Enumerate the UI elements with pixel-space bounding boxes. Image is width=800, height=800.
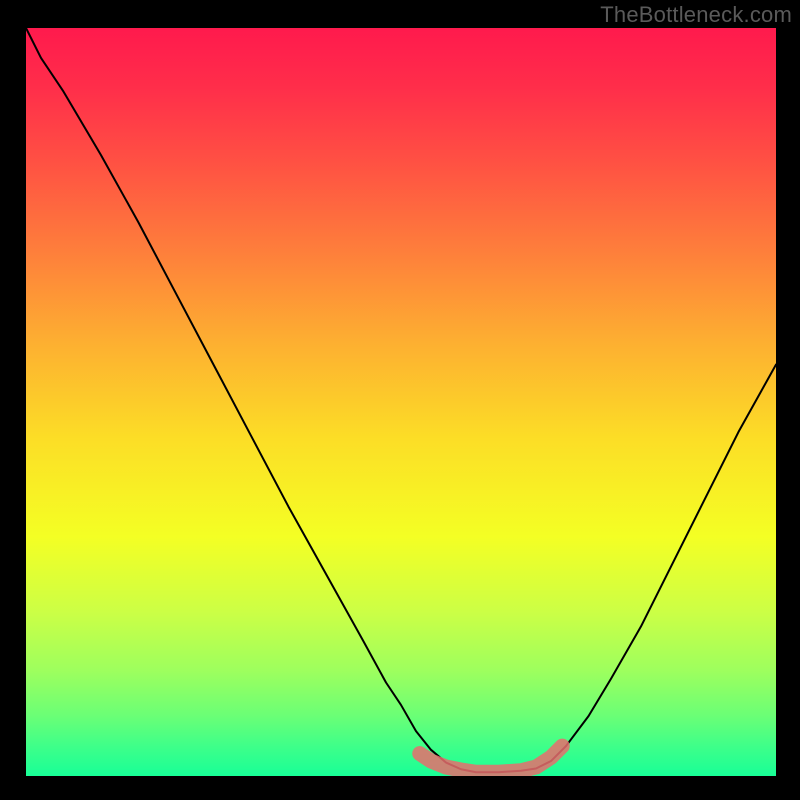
chart-svg xyxy=(26,28,776,776)
chart-container: TheBottleneck.com xyxy=(0,0,800,800)
watermark-text: TheBottleneck.com xyxy=(600,2,792,28)
gradient-background xyxy=(26,28,776,776)
plot-area xyxy=(26,28,776,776)
